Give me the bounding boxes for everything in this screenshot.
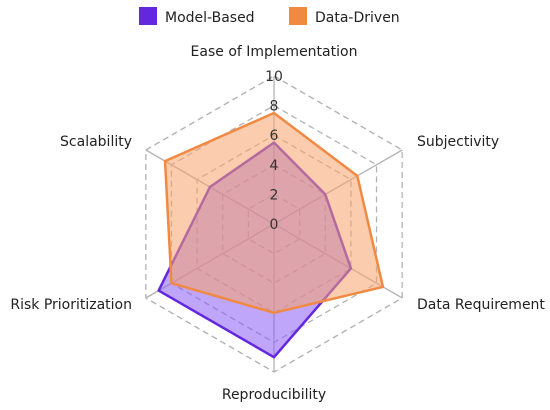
tick-label: 8 xyxy=(270,99,279,115)
axis-label-subjectivity: Subjectivity xyxy=(417,134,499,150)
series-area-data-driven xyxy=(163,111,385,315)
tick-label: 10 xyxy=(265,69,283,85)
legend-swatch-data-driven xyxy=(289,7,307,25)
axis-label-data-requirement: Data Requirement xyxy=(417,297,545,313)
legend: Model-Based Data-Driven xyxy=(139,7,400,26)
tick-label: 4 xyxy=(270,158,279,174)
radar-series xyxy=(157,111,385,359)
axis-label-scalability: Scalability xyxy=(60,134,132,150)
axis-label-risk-prioritization: Risk Prioritization xyxy=(10,297,132,313)
axis-label-reproducibility: Reproducibility xyxy=(222,387,326,403)
legend-swatch-model-based xyxy=(139,7,157,25)
legend-label-model-based: Model-Based xyxy=(165,10,255,26)
axis-labels: Ease of Implementation Subjectivity Data… xyxy=(10,44,545,403)
radial-tick-labels: 0 2 4 6 8 10 xyxy=(265,69,283,233)
tick-label: 6 xyxy=(270,128,279,144)
legend-label-data-driven: Data-Driven xyxy=(315,10,400,26)
tick-label: 0 xyxy=(270,217,279,233)
tick-label: 2 xyxy=(270,187,279,203)
axis-label-ease-of-implementation: Ease of Implementation xyxy=(191,44,358,60)
